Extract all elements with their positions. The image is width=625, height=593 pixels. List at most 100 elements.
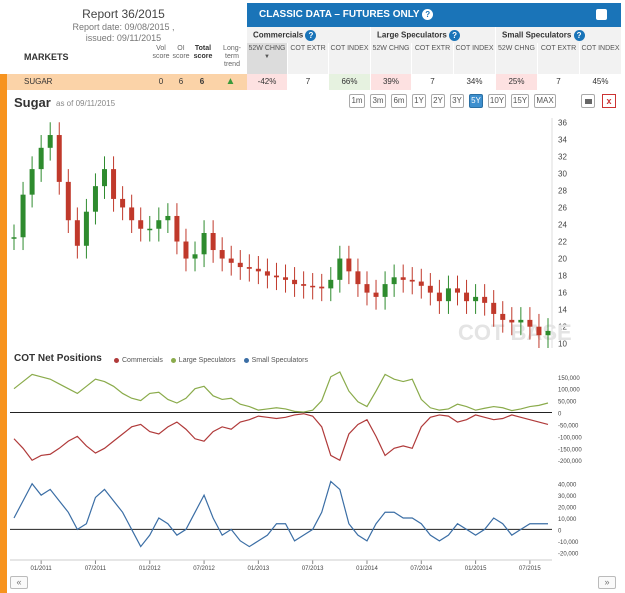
report-date: Report date: 09/08/2015 , [72, 22, 175, 32]
print-chart-button[interactable] [581, 94, 595, 108]
series-line-commercials [13, 413, 549, 462]
small-spec-tick-label: 0 [558, 528, 562, 534]
candle-body [454, 288, 460, 293]
candle-body [473, 296, 479, 302]
col-small-extr[interactable]: COT EXTR [538, 43, 579, 74]
candle-body [120, 198, 126, 208]
as-of-date: as of 09/11/2015 [56, 99, 116, 108]
candle-body [74, 220, 80, 246]
candle-body [237, 262, 243, 268]
candle-body [491, 302, 497, 314]
range-button-1m[interactable]: 1m [349, 94, 365, 108]
cot-title: COT Net Positions [14, 353, 102, 364]
price-tick-label: 30 [558, 169, 567, 178]
col-label: 52W CHNG [248, 45, 286, 52]
candle-body [436, 292, 442, 302]
col-large-52w[interactable]: 52W CHNG [371, 43, 411, 74]
prev-button[interactable]: « [10, 576, 28, 589]
col-large-extr[interactable]: COT EXTR [412, 43, 453, 74]
help-icon[interactable]: ? [422, 9, 434, 20]
table-row[interactable]: SUGAR 0 6 6 ▲ -42% 7 66% 39% 7 34% 25% 7… [7, 74, 621, 90]
range-button-max[interactable]: MAX [534, 94, 556, 108]
help-icon[interactable]: ? [573, 30, 585, 41]
col-small-52w[interactable]: 52W CHNG [496, 43, 537, 74]
range-button-1y[interactable]: 1Y [412, 94, 426, 108]
small-spec-tick-label: -20,000 [558, 551, 579, 557]
large-extr-value: 7 [430, 77, 435, 86]
range-button-10y[interactable]: 10Y [488, 94, 506, 108]
col-comm-extr[interactable]: COT EXTR [288, 43, 328, 74]
price-tick-label: 18 [558, 272, 567, 281]
col-label: 52W CHNG [372, 45, 410, 52]
up-arrow-icon: ▲ [214, 74, 247, 90]
help-icon[interactable]: ? [449, 30, 461, 41]
watermark-logo: COT BASE [458, 320, 572, 345]
report-title: Report 36/2015 [82, 7, 165, 21]
next-button[interactable]: » [598, 576, 616, 589]
large-index-value: 34% [466, 77, 483, 86]
range-button-15y[interactable]: 15Y [511, 94, 529, 108]
col-label: COT INDEX [455, 45, 494, 52]
candle-body [156, 220, 162, 229]
print-icon[interactable] [596, 9, 607, 20]
cot-tick-label: -200,000 [558, 459, 582, 465]
candle-body [264, 271, 270, 276]
candle-body [292, 279, 298, 285]
series-line-large-speculators [13, 371, 549, 413]
x-tick-label: 07/2011 [85, 566, 107, 572]
x-tick-label: 07/2012 [193, 566, 215, 572]
cot-tick-label: 50,000 [558, 400, 577, 406]
candle-body [228, 258, 234, 263]
candle-body [482, 296, 488, 303]
price-tick-label: 16 [558, 289, 567, 298]
col-large-index[interactable]: COT INDEX [454, 43, 495, 74]
market-name[interactable]: SUGAR [7, 74, 150, 90]
candle-body [165, 215, 171, 221]
candle-body [47, 135, 53, 148]
candle-body [92, 186, 98, 212]
candle-body [147, 228, 153, 231]
col-small-index[interactable]: COT INDEX [580, 43, 621, 74]
printer-icon [585, 99, 592, 104]
candle-body [129, 207, 135, 221]
range-button-5y[interactable]: 5Y [469, 94, 483, 108]
group-label: Commercials [253, 30, 304, 40]
range-button-3m[interactable]: 3m [370, 94, 386, 108]
banner-title: CLASSIC DATA – FUTURES ONLY [259, 9, 420, 21]
candle-body [545, 330, 551, 336]
range-button-2y[interactable]: 2Y [431, 94, 445, 108]
close-chart-button[interactable]: x [602, 94, 616, 108]
col-comm-52w[interactable]: 52W CHNG ▼ [247, 43, 287, 74]
chart-title: Sugar [14, 95, 51, 110]
candle-body [310, 285, 316, 288]
small-spec-tick-label: 20,000 [558, 506, 577, 512]
price-tick-label: 14 [558, 306, 567, 315]
candle-body [337, 258, 343, 280]
x-tick-label: 07/2015 [519, 566, 541, 572]
help-icon[interactable]: ? [305, 30, 317, 41]
cot-tick-label: -50,000 [558, 423, 579, 429]
candle-body [273, 275, 279, 278]
x-tick-label: 01/2012 [139, 566, 161, 572]
candle-body [518, 319, 524, 323]
small-index-value: 45% [592, 77, 609, 86]
price-tick-label: 28 [558, 186, 567, 195]
price-tick-label: 26 [558, 203, 567, 212]
large-52w-value: 39% [371, 74, 411, 90]
range-button-6m[interactable]: 6m [391, 94, 407, 108]
markets-label: MARKETS [24, 52, 69, 62]
price-tick-label: 24 [558, 220, 567, 229]
candle-body [382, 284, 388, 297]
group-label: Large Speculators [377, 30, 447, 40]
candle-body [509, 319, 515, 323]
x-tick-label: 07/2013 [302, 566, 324, 572]
cot-tick-label: -100,000 [558, 435, 582, 441]
vol-score: 0 [150, 74, 172, 90]
price-tick-label: 20 [558, 255, 567, 264]
candle-body [29, 169, 35, 195]
col-comm-index[interactable]: COT INDEX [329, 43, 370, 74]
candle-body [255, 268, 261, 272]
small-spec-tick-label: 30,000 [558, 494, 577, 500]
range-button-3y[interactable]: 3Y [450, 94, 464, 108]
legend-label: Large Speculators [178, 357, 236, 364]
